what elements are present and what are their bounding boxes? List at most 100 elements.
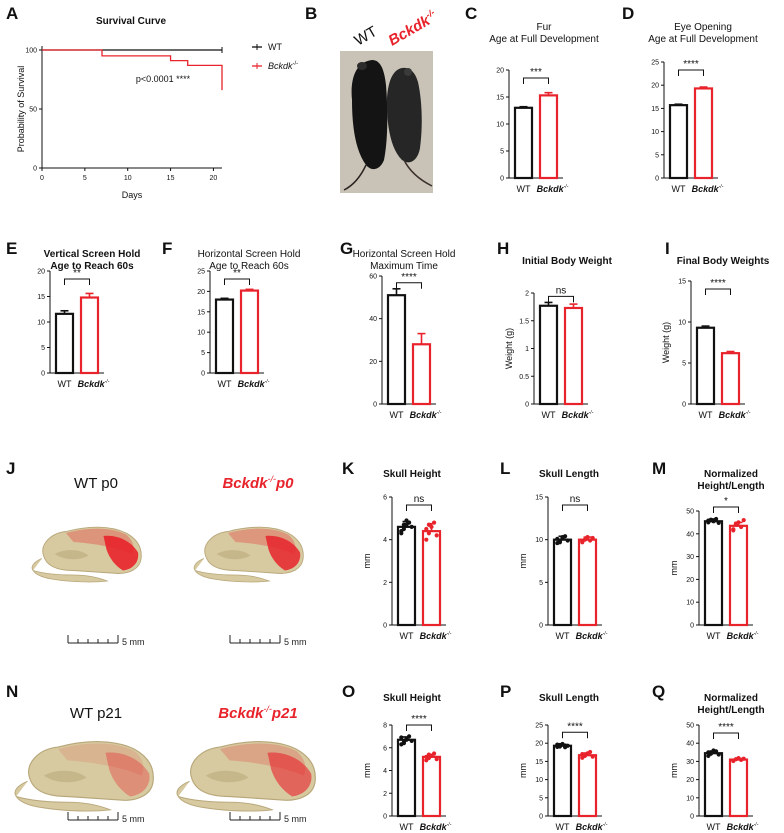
significance-label: **	[73, 268, 81, 279]
panel-P: P Skull Length 0 5 10 15 20 25 mm WT Bckdk-/- ****	[500, 682, 608, 832]
y-tick-label: 25	[535, 723, 543, 730]
significance-label: ****	[411, 714, 427, 725]
bar-ko	[239, 289, 260, 375]
panel-label-M: M	[652, 459, 666, 478]
bar-wt	[396, 738, 417, 818]
data-point	[585, 535, 590, 540]
mouse-wt-body	[351, 60, 388, 170]
data-point	[399, 735, 404, 740]
panel-label-A: A	[6, 4, 18, 23]
y-tick-label: 0	[690, 623, 694, 630]
data-point	[560, 535, 565, 540]
x-label-ko-sup: -/-	[105, 379, 110, 385]
y-tick-label: 40	[369, 316, 377, 323]
panel-label-B: B	[305, 4, 317, 23]
skull-title-ko: Bckdk	[218, 705, 264, 722]
y-tick-label: 20	[651, 83, 659, 90]
x-label-wt: WT	[707, 631, 721, 641]
x-label-ko-sup: -/-	[447, 631, 452, 637]
x-label-wt: WT	[556, 822, 570, 832]
significance-bracket	[705, 288, 731, 295]
y-tick-label: 0	[690, 814, 694, 821]
y-tick-label: 0	[500, 176, 504, 183]
bar-ko	[538, 94, 559, 180]
mouse-ko-body	[386, 67, 422, 163]
chart-title-G: Horizontal Screen Hold	[353, 249, 456, 260]
y-tick-label: 0	[373, 402, 377, 409]
x-label-ko: Bckdk	[537, 184, 565, 194]
y-tick-label: 0	[539, 814, 543, 821]
x-label-wt: WT	[390, 410, 404, 420]
panel-label-C: C	[465, 4, 477, 23]
panel-A: A Survival Curve 0 50 100 0 5 10 15 20 Probability…	[6, 4, 298, 200]
data-point	[424, 526, 429, 532]
data-point	[714, 749, 719, 754]
data-point	[434, 757, 439, 762]
panel-B: B WT Bckdk-/-	[305, 4, 436, 193]
skull-red-region	[103, 535, 139, 571]
x-axis-label: Days	[122, 190, 143, 200]
y-tick-label: 25	[651, 60, 659, 67]
panel-label-J: J	[6, 459, 15, 478]
bar-ko	[577, 538, 598, 627]
y-tick-label: 6	[383, 495, 387, 502]
significance-bracket	[396, 282, 422, 289]
y-tick-label: 10	[197, 330, 205, 337]
y-tick-label: 4	[383, 768, 387, 775]
panel-label-N: N	[6, 682, 18, 701]
chart-title-O: Skull Height	[383, 693, 441, 704]
photo-label-wt: WT	[352, 23, 381, 49]
data-point	[434, 533, 439, 538]
skull-cranium	[28, 741, 154, 801]
panel-K: K Skull Height 0 2 4 6 mm WT Bckdk-/- ns	[342, 459, 452, 641]
legend-sup-ko: -/-	[293, 61, 299, 67]
skull-mandible	[193, 558, 271, 583]
x-tick-label: 20	[210, 175, 218, 182]
y-axis-label: mm	[362, 763, 372, 778]
data-point	[426, 522, 431, 527]
chart-title-M: Normalized	[704, 469, 758, 480]
panel-label-P: P	[500, 682, 511, 701]
chart-title-F: Horizontal Screen Hold	[198, 249, 301, 260]
y-tick-label: 5	[682, 361, 686, 368]
y-axis-label: Weight (g)	[661, 322, 671, 363]
data-point	[557, 540, 563, 545]
data-point	[399, 529, 404, 534]
panel-label-D: D	[622, 4, 634, 23]
chart-subtitle-E: Age to Reach 60s	[50, 261, 134, 272]
bar-ko	[728, 524, 749, 627]
panel-O: O Skull Height 0 2 4 6 8 mm WT Bckdk-/- ****	[342, 682, 452, 832]
data-point	[404, 737, 409, 742]
x-label-ko-sup: -/-	[447, 822, 452, 828]
y-tick-label: 0	[655, 176, 659, 183]
bar-wt	[386, 294, 407, 406]
chart-subtitle-D: Age at Full Development	[648, 34, 758, 45]
x-label-ko-group: Bckdk-/-	[537, 184, 569, 194]
chart-subtitle-C: Age at Full Development	[489, 34, 599, 45]
bar-wt	[538, 304, 559, 406]
data-point	[560, 741, 565, 747]
chart-title-H: Initial Body Weight	[522, 256, 612, 267]
bar-wt	[513, 106, 534, 180]
x-label-ko-sup: -/-	[754, 822, 759, 828]
data-point	[590, 754, 595, 759]
panel-label-G: G	[340, 239, 353, 258]
x-label-ko: Bckdk	[238, 379, 266, 389]
data-point	[741, 518, 746, 523]
x-label-ko: Bckdk	[420, 822, 448, 832]
x-label-ko-group: Bckdk-/-	[410, 410, 442, 420]
y-tick-label: 8	[383, 723, 387, 730]
data-point	[404, 518, 409, 523]
y-tick-label: 5	[500, 149, 504, 156]
bar-wt	[668, 104, 689, 180]
x-tick-label: 0	[40, 175, 44, 182]
y-tick-label: 0.5	[519, 374, 529, 381]
data-point	[580, 539, 585, 544]
x-label-ko-sup: -/-	[437, 410, 442, 416]
y-tick-label: 5	[539, 795, 543, 802]
chart-title-D: Eye Opening	[674, 22, 732, 33]
